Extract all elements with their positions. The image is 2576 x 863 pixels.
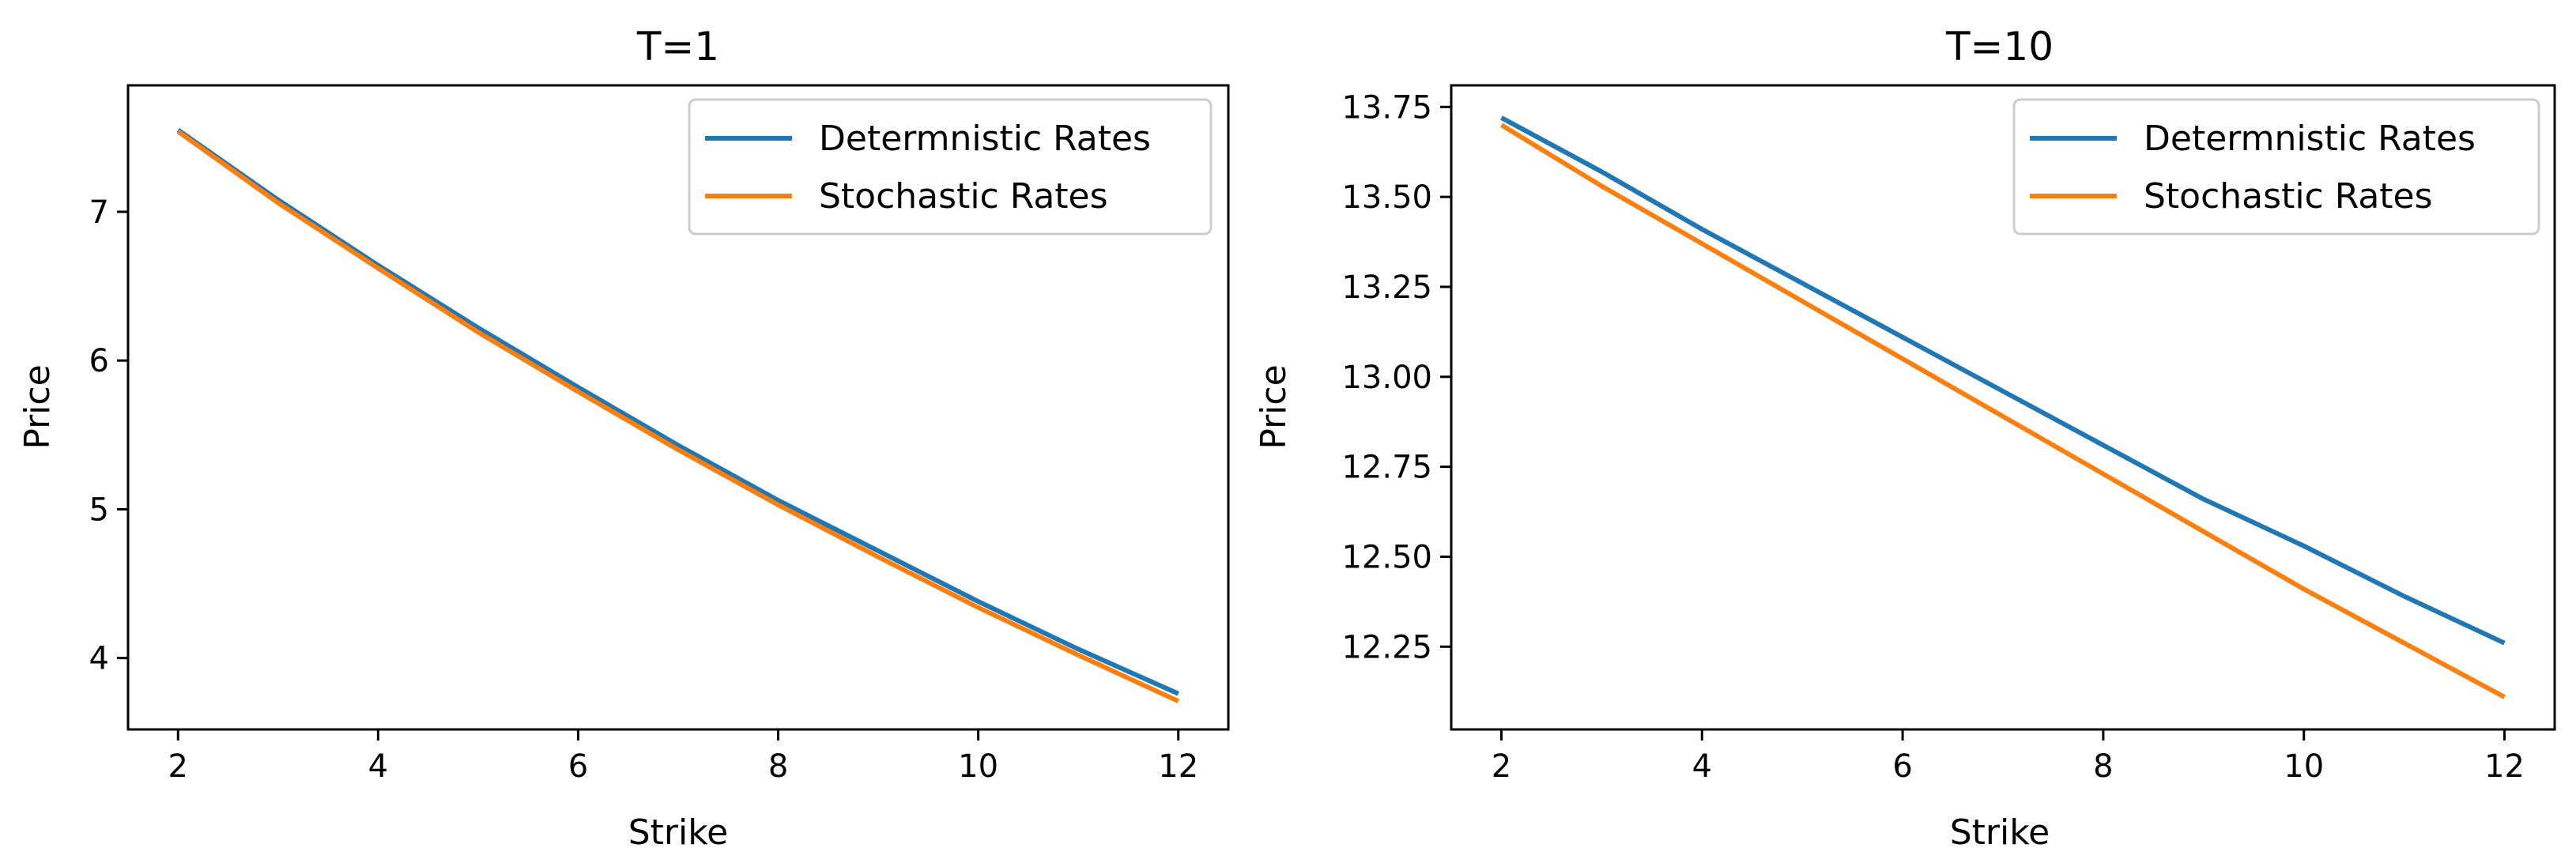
- y-tick-label: 12.25: [1341, 629, 1432, 665]
- y-tick-label: 12.50: [1341, 539, 1432, 575]
- x-axis-label: Strike: [628, 812, 728, 853]
- x-axis-label: Strike: [1950, 812, 2050, 853]
- chart-t1: T=1 Strike Price 2 4 6 8 10 12 4 5 6 7 Determnist…: [17, 24, 1230, 853]
- series-line-stochastic: [176, 129, 1179, 703]
- legend: Determnistic Rates Stochastic Rates: [688, 98, 1213, 236]
- legend: Determnistic Rates Stochastic Rates: [2012, 98, 2540, 236]
- x-tick-label: 2: [168, 748, 188, 785]
- series-line-stochastic: [1499, 122, 2506, 699]
- y-tick-label: 13.50: [1341, 179, 1432, 216]
- x-tick-label: 8: [2093, 748, 2113, 785]
- y-tick-label: 4: [89, 641, 109, 677]
- x-tick-label: 6: [1892, 748, 1912, 785]
- y-tick-label: 13.00: [1341, 360, 1432, 396]
- y-tick-label: 12.75: [1341, 450, 1432, 486]
- legend-label-deterministic: Determnistic Rates: [2144, 119, 2476, 159]
- x-tick-label: 12: [1158, 748, 1198, 785]
- x-tick-label: 12: [2484, 748, 2525, 785]
- legend-box: [688, 98, 1213, 236]
- x-tick-label: 10: [2284, 748, 2324, 785]
- plot-area-frame: [126, 84, 1230, 731]
- x-tick-label: 8: [768, 748, 788, 785]
- x-tick-label: 4: [368, 748, 388, 785]
- series-line-deterministic: [176, 128, 1179, 696]
- legend-label-stochastic: Stochastic Rates: [819, 176, 1108, 217]
- x-tick-label: 4: [1692, 748, 1712, 785]
- chart-title: T=1: [636, 24, 719, 70]
- series-line-deterministic: [1500, 115, 2506, 646]
- y-axis-label: Price: [1254, 364, 1294, 449]
- legend-label-deterministic: Determnistic Rates: [819, 119, 1151, 159]
- y-tick-label: 7: [89, 194, 109, 231]
- plot-area-frame: [1450, 84, 2556, 731]
- x-tick-label: 6: [568, 748, 588, 785]
- y-tick-label: 13.75: [1341, 89, 1432, 126]
- chart-t10: T=10 Strike Price 2 4 6 8 10 12 12.25 12.50 12.7…: [1254, 24, 2556, 853]
- y-axis-label: Price: [17, 364, 58, 449]
- x-tick-label: 10: [958, 748, 998, 785]
- legend-label-stochastic: Stochastic Rates: [2144, 176, 2433, 217]
- y-tick-label: 13.25: [1341, 269, 1432, 306]
- y-tick-label: 5: [89, 492, 109, 528]
- chart-title: T=10: [1945, 24, 2054, 70]
- x-tick-label: 2: [1492, 748, 1511, 785]
- legend-box: [2012, 98, 2540, 236]
- y-tick-label: 6: [89, 343, 109, 379]
